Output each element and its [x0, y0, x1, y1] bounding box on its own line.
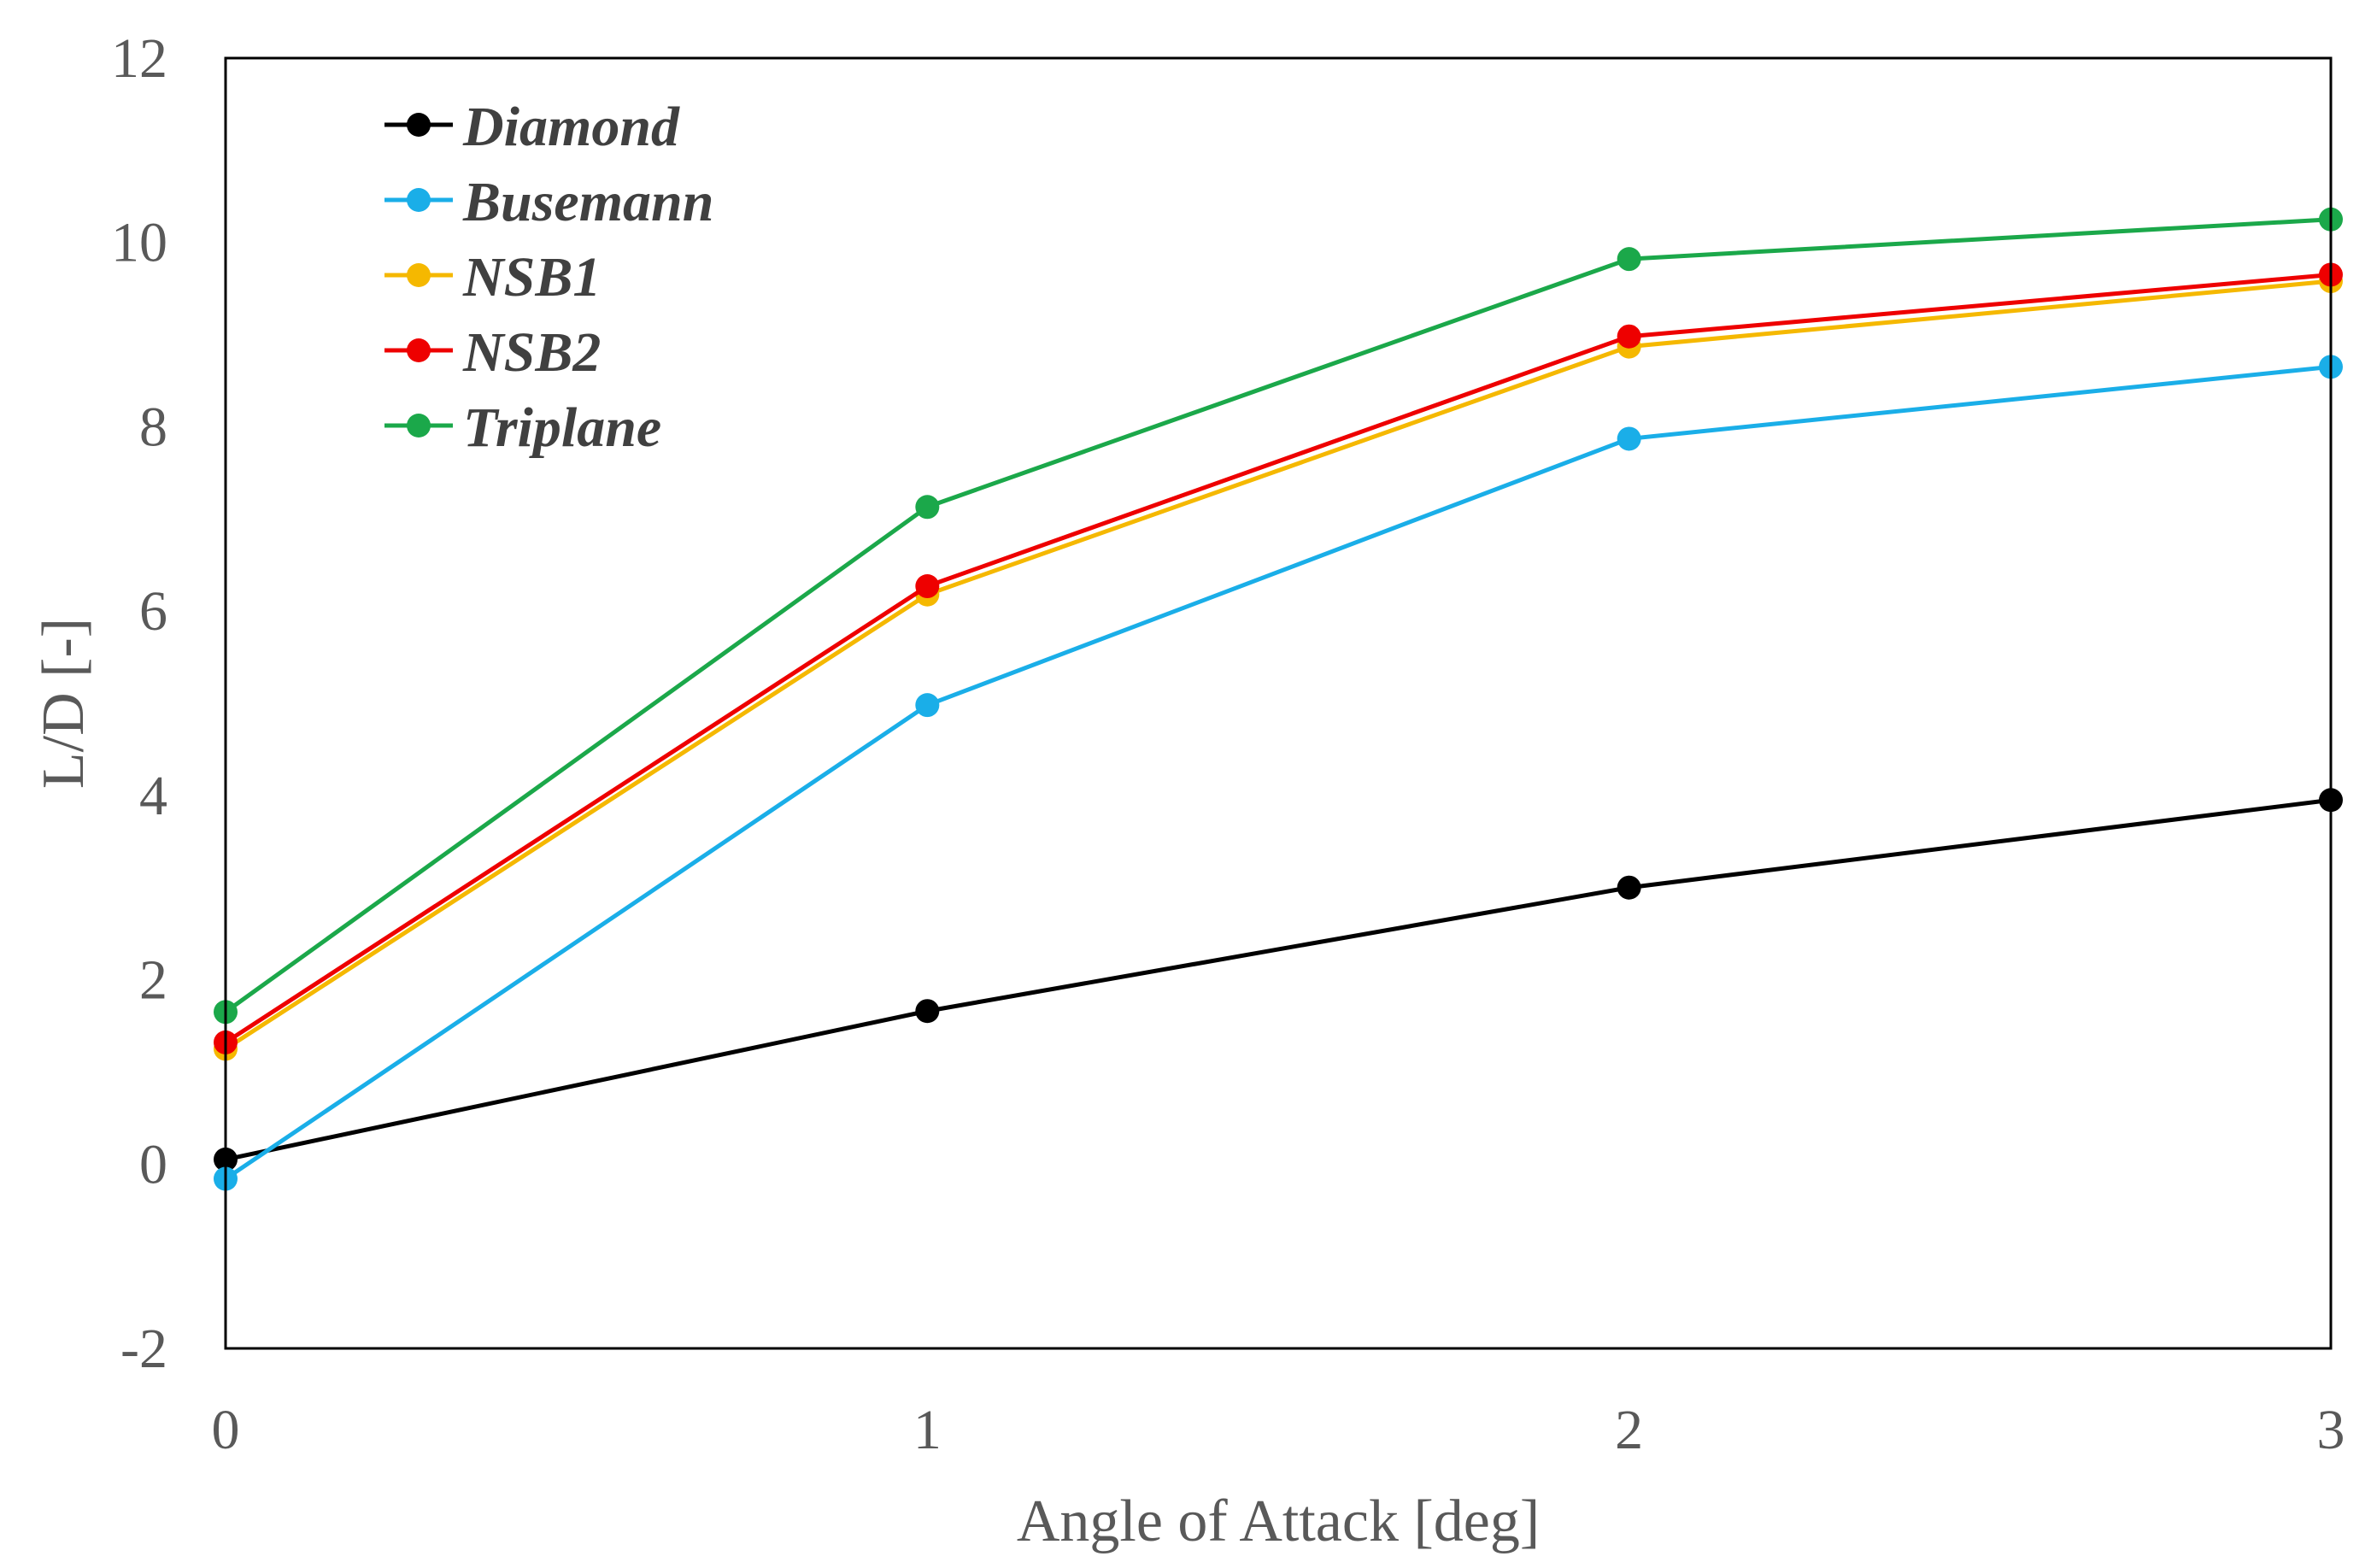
legend-item-nsb2: NSB2	[384, 321, 601, 384]
data-point-busemann	[1617, 426, 1641, 451]
legend: Diamond Busemann NSB1 NSB2 Triplane	[384, 96, 713, 459]
legend-marker-busemann	[407, 188, 431, 212]
legend-marker-triplane	[407, 414, 431, 438]
y-axis-title: L/D [-]	[31, 618, 97, 789]
legend-label-busemann: Busemann	[462, 171, 713, 233]
series-triplane	[214, 207, 2343, 1025]
x-axis-ticks: 0 1 2 3	[212, 1399, 2345, 1461]
legend-label-nsb2: NSB2	[462, 321, 601, 384]
series-diamond	[214, 788, 2343, 1172]
y-tick-label: 12	[111, 27, 167, 90]
x-tick-label: 1	[913, 1399, 942, 1461]
y-tick-label: -2	[120, 1318, 167, 1380]
legend-item-nsb1: NSB1	[384, 246, 601, 308]
x-tick-label: 3	[2317, 1399, 2345, 1461]
legend-item-triplane: Triplane	[384, 396, 661, 459]
series-line-nsb1	[224, 279, 2332, 1051]
series-line-triplane	[224, 217, 2332, 1014]
data-point-diamond	[1617, 875, 1641, 900]
y-tick-label: 4	[139, 765, 167, 827]
legend-item-diamond: Diamond	[384, 96, 680, 158]
series-line-busemann	[224, 364, 2332, 1181]
series-line-diamond	[225, 797, 2332, 1162]
legend-item-busemann: Busemann	[384, 171, 713, 233]
data-point-triplane	[915, 495, 940, 520]
x-axis-title: Angle of Attack [deg]	[1017, 1489, 1540, 1554]
data-point-nsb2	[1617, 324, 1641, 349]
series-line-nsb2	[224, 272, 2332, 1045]
y-tick-label: 0	[139, 1133, 167, 1195]
x-tick-label: 0	[212, 1399, 240, 1461]
y-tick-label: 8	[139, 396, 167, 458]
y-tick-label: 6	[139, 580, 167, 643]
data-point-diamond	[915, 999, 940, 1024]
y-axis-ticks: -2 0 2 4 6 8 10 12	[111, 27, 167, 1380]
data-point-triplane	[1617, 247, 1641, 272]
x-tick-label: 2	[1615, 1399, 1643, 1461]
data-point-busemann	[915, 693, 940, 718]
legend-label-triplane: Triplane	[463, 396, 661, 459]
data-point-nsb2	[915, 574, 940, 599]
legend-label-diamond: Diamond	[462, 96, 680, 158]
legend-marker-diamond	[407, 113, 431, 137]
legend-label-nsb1: NSB1	[462, 246, 601, 308]
y-tick-label: 2	[139, 949, 167, 1012]
y-tick-label: 10	[111, 212, 167, 274]
legend-marker-nsb1	[407, 263, 431, 287]
legend-marker-nsb2	[407, 338, 431, 362]
plot-area-frame	[224, 56, 2333, 1350]
